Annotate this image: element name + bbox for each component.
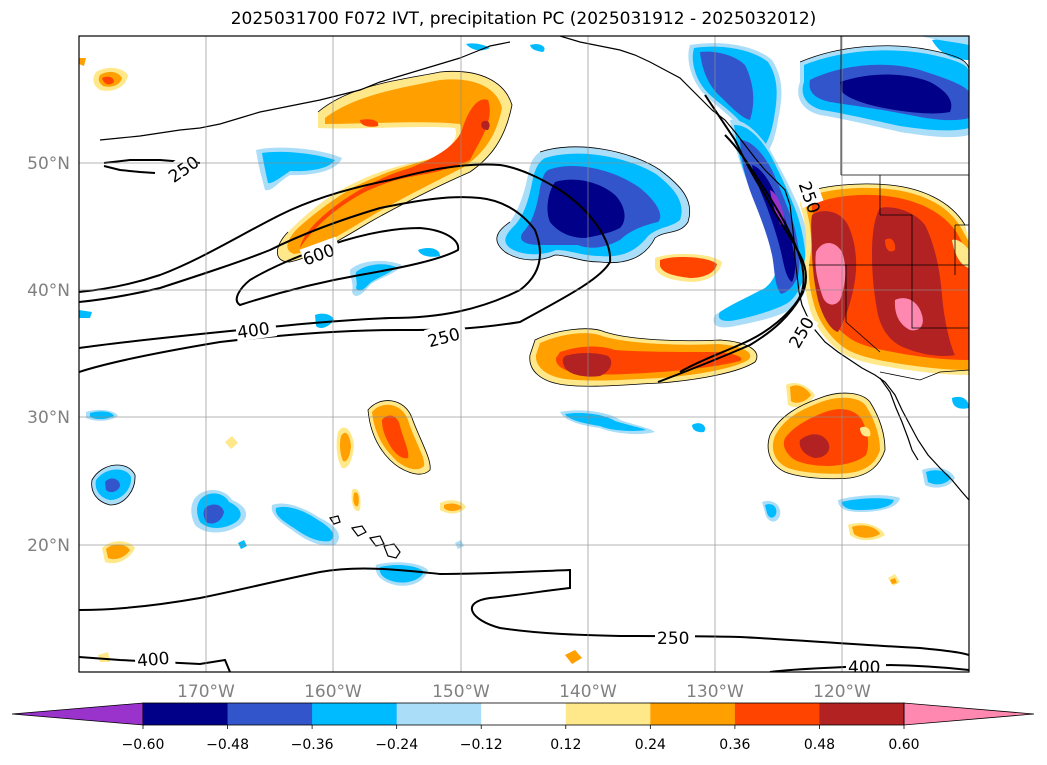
lat-tick-20n: 20°N (27, 536, 70, 556)
lat-tick-50n: 50°N (27, 154, 70, 174)
colorbar-tick-label: −0.12 (460, 737, 503, 753)
ivt-contour-250-subtropical (79, 567, 969, 656)
contour-label-400-jet: 400 (236, 319, 271, 343)
colorbar-tick-label: 0.12 (550, 737, 581, 753)
gridlines (79, 36, 969, 672)
pacific-band-positive (277, 71, 512, 263)
colorbar-segment (227, 703, 313, 725)
lon-tick-140w: 140°W (559, 682, 617, 702)
colorbar-segment (396, 703, 482, 725)
map-title: 2025031700 F072 IVT, precipitation PC (2… (230, 9, 817, 29)
contour-label-400-south: 400 (136, 649, 170, 672)
lat-tick-labels: 50°N 40°N 30°N 20°N (27, 154, 70, 556)
lon-tick-130w: 130°W (686, 682, 744, 702)
lat-tick-40n: 40°N (27, 281, 70, 301)
ivt-contour-250-jet (79, 163, 612, 373)
borders (809, 36, 969, 381)
ivt-contour-labels: 250 600 400 250 250 250 250 400 400 (134, 150, 886, 678)
colorbar: −0.60 −0.48 −0.36 −0.24 −0.12 0.12 0.24 0.36 0.4… (11, 702, 1035, 753)
lon-tick-160w: 160°W (304, 682, 362, 702)
lon-tick-120w: 120°W (813, 682, 871, 702)
lon-tick-labels: 170°W 160°W 150°W 140°W 130°W 120°W (177, 682, 871, 702)
lon-tick-170w: 170°W (177, 682, 235, 702)
colorbar-segment (734, 703, 820, 725)
ivt-contour-400-jet (79, 196, 541, 349)
contour-label-400-southeast: 400 (848, 658, 880, 678)
map-area (79, 36, 969, 672)
ivt-contour-coastal-ar-2 (679, 134, 805, 373)
colorbar-tick-label: 0.48 (804, 737, 835, 753)
colorbar-segment (143, 703, 229, 725)
colorbar-segment (650, 703, 736, 725)
colorbar-tick-label: 0.36 (719, 737, 750, 753)
colorbar-tick-label: −0.36 (291, 737, 334, 753)
subtropical-band-positive (529, 253, 757, 387)
colorbar-segment (481, 703, 567, 725)
colorbar-tick-label: −0.24 (375, 737, 418, 753)
map-layers: 250 600 400 250 250 250 250 400 400 (79, 36, 969, 678)
pc-outlines (91, 45, 969, 506)
contour-label-250-south: 250 (657, 629, 689, 649)
western-us-positive (800, 183, 969, 375)
lat-tick-30n: 30°N (27, 408, 70, 428)
coastlines (99, 36, 969, 559)
colorbar-tick-label: −0.48 (206, 737, 249, 753)
ivt-contour-600-jet (235, 226, 460, 307)
colorbar-over-extension (903, 702, 1035, 726)
colorbar-tick-label: 0.60 (888, 737, 919, 753)
ivt-contours (79, 94, 969, 672)
lon-tick-150w: 150°W (432, 682, 490, 702)
colorbar-frame (142, 702, 905, 726)
ivt-contour-400-south (79, 656, 231, 672)
colorbar-tick-label: 0.24 (635, 737, 666, 753)
colorbar-tick-label: −0.60 (122, 737, 165, 753)
colorbar-under-extension (11, 702, 144, 726)
map-frame (78, 35, 970, 673)
colorbar-segment (819, 703, 905, 725)
colorbar-segment (565, 703, 651, 725)
colorbar-segment (312, 703, 398, 725)
